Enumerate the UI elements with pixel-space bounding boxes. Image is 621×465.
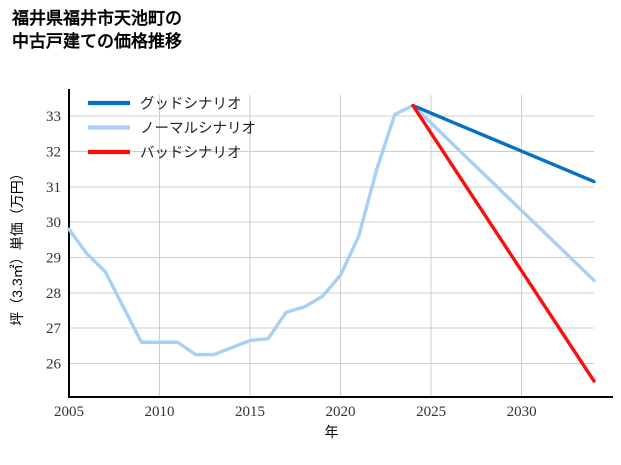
- legend-label-bad: バッドシナリオ: [140, 146, 242, 162]
- y-tick-label: 31: [46, 180, 61, 196]
- y-tick-label: 26: [46, 356, 62, 372]
- series-line-bad: [411, 103, 596, 383]
- page-title: 福井県福井市天池町の 中古戸建ての価格推移: [12, 9, 182, 51]
- y-tick-label: 28: [46, 286, 61, 302]
- series-line-good: [411, 103, 596, 184]
- y-tick-label: 30: [46, 215, 61, 231]
- data-series: [67, 103, 596, 383]
- legend-label-good: グッドシナリオ: [140, 96, 242, 113]
- y-tick-label: 27: [46, 321, 62, 337]
- axis-lines: [67, 89, 613, 399]
- y-tick-label: 33: [46, 109, 61, 125]
- legend-label-normal: ノーマルシナリオ: [140, 121, 256, 137]
- y-tick-label: 29: [46, 250, 61, 266]
- x-axis-tick-labels: 2005 2010 2015 2020 2025 2030: [54, 404, 537, 420]
- gridlines: [68, 95, 594, 397]
- y-tick-label: 32: [46, 145, 61, 161]
- x-axis-title: 年: [325, 424, 339, 440]
- x-tick-label: 2015: [235, 404, 265, 420]
- x-tick-label: 2010: [145, 404, 175, 420]
- y-axis-title: 坪（3.3㎡）単価（万円）: [9, 166, 25, 325]
- y-axis-tick-labels: 26 27 28 29 30 31 32 33: [46, 109, 62, 372]
- x-tick-label: 2005: [54, 404, 84, 420]
- x-tick-label: 2020: [326, 404, 356, 420]
- x-tick-label: 2025: [416, 404, 446, 420]
- x-tick-label: 2030: [507, 404, 537, 420]
- series-line-normal: [67, 103, 596, 357]
